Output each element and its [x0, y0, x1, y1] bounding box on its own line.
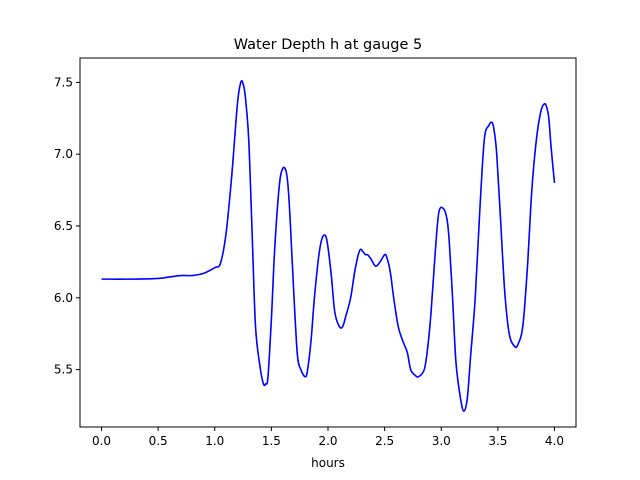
y-tick-label: 7.5 — [54, 75, 73, 89]
y-tick-label: 7.0 — [54, 147, 73, 161]
x-tick-label: 0.5 — [149, 434, 168, 448]
x-tick-label: 3.0 — [432, 434, 451, 448]
x-tick-label: 3.5 — [488, 434, 507, 448]
x-tick-label: 2.5 — [375, 434, 394, 448]
x-tick-label: 4.0 — [545, 434, 564, 448]
water-depth-series-line — [101, 79, 556, 413]
plot-area — [101, 79, 556, 413]
y-tick-label: 6.0 — [54, 291, 73, 305]
x-tick-label: 1.0 — [205, 434, 224, 448]
x-axis-label: hours — [311, 456, 345, 470]
x-tick-label: 1.5 — [262, 434, 281, 448]
x-tick-label: 2.0 — [318, 434, 337, 448]
y-tick-label: 6.5 — [54, 219, 73, 233]
y-tick-label: 5.5 — [54, 363, 73, 377]
chart-title: Water Depth h at gauge 5 — [234, 37, 422, 53]
axis-ticks: 0.0 0.5 1.0 1.5 2.0 2.5 3.0 3.5 4.0 5.5 6.0 6.5 7.0 7… — [54, 75, 564, 448]
axes-frame — [79, 57, 577, 428]
x-tick-label: 0.0 — [92, 434, 111, 448]
